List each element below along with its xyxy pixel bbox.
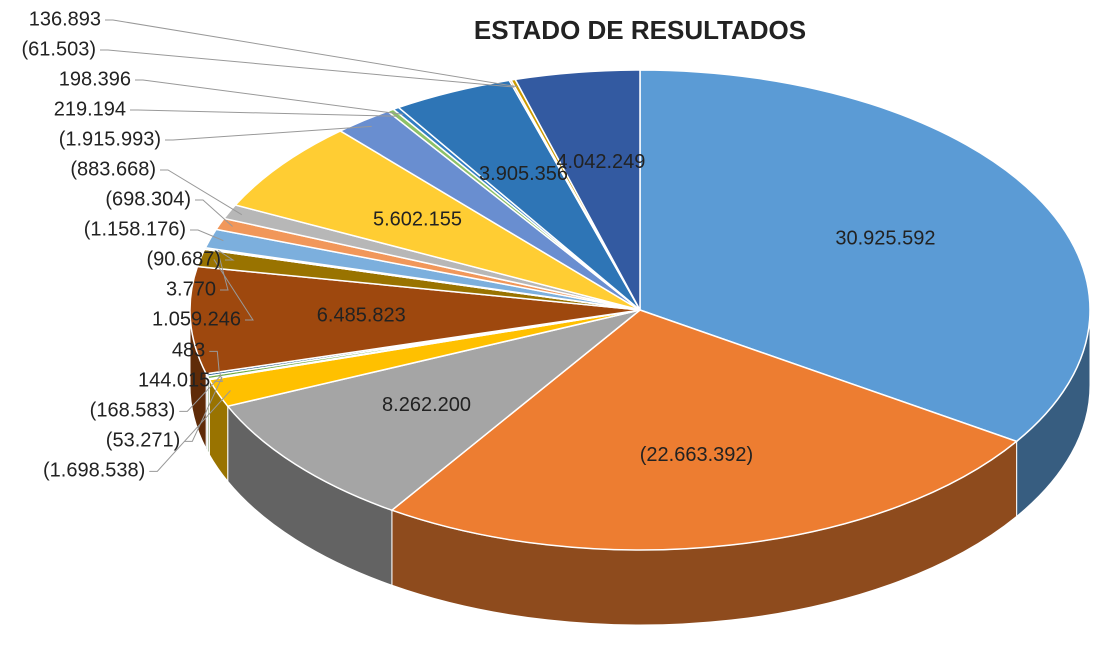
leader-line bbox=[209, 350, 220, 372]
data-label: (1.158.176) bbox=[84, 218, 186, 240]
leader-line bbox=[135, 79, 404, 115]
data-label: (90.687) bbox=[147, 248, 222, 270]
leader-line bbox=[190, 229, 224, 242]
pie-slice bbox=[514, 69, 641, 311]
data-label: 483 bbox=[172, 340, 205, 362]
pie-slice bbox=[233, 130, 641, 311]
pie-slice bbox=[226, 309, 641, 512]
data-label: 30.925.592 bbox=[835, 227, 935, 249]
leader-line bbox=[105, 19, 518, 88]
data-label: 1.059.246 bbox=[152, 308, 241, 330]
data-label: (53.271) bbox=[106, 430, 181, 452]
data-label: (22.663.392) bbox=[640, 444, 753, 466]
data-label: 3.905.356 bbox=[479, 163, 568, 185]
data-label: 3.770 bbox=[166, 278, 216, 300]
data-label: (168.583) bbox=[90, 400, 176, 422]
chart-title: ESTADO DE RESULTADOS bbox=[474, 15, 806, 45]
pie-slice bbox=[390, 309, 1019, 551]
data-label: (1.698.538) bbox=[43, 460, 145, 482]
data-label: 198.396 bbox=[59, 68, 131, 90]
leader-line bbox=[165, 125, 372, 141]
data-label: (1.915.993) bbox=[59, 128, 161, 150]
data-label: 5.602.155 bbox=[373, 209, 462, 231]
leader-line bbox=[214, 372, 223, 382]
data-label: (698.304) bbox=[105, 188, 191, 210]
leader-line bbox=[217, 250, 229, 291]
leader-line bbox=[130, 109, 398, 117]
data-label: 219.194 bbox=[54, 98, 126, 120]
leader-line bbox=[195, 199, 233, 227]
data-label: 8.262.200 bbox=[382, 394, 471, 416]
data-label: 144.015 bbox=[138, 370, 210, 392]
data-label: (883.668) bbox=[70, 158, 156, 180]
leader-line bbox=[100, 49, 515, 88]
leader-line bbox=[179, 375, 222, 412]
data-label: 136.893 bbox=[29, 8, 101, 30]
leader-line bbox=[149, 390, 231, 472]
leader-line bbox=[184, 376, 223, 442]
data-label: 6.485.823 bbox=[317, 305, 406, 327]
data-label: 4.042.249 bbox=[556, 151, 645, 173]
pie-slice bbox=[189, 265, 641, 375]
leader-line bbox=[213, 259, 254, 321]
leader-line bbox=[160, 169, 243, 216]
data-label: (61.503) bbox=[22, 38, 97, 60]
leader-line bbox=[217, 249, 235, 261]
